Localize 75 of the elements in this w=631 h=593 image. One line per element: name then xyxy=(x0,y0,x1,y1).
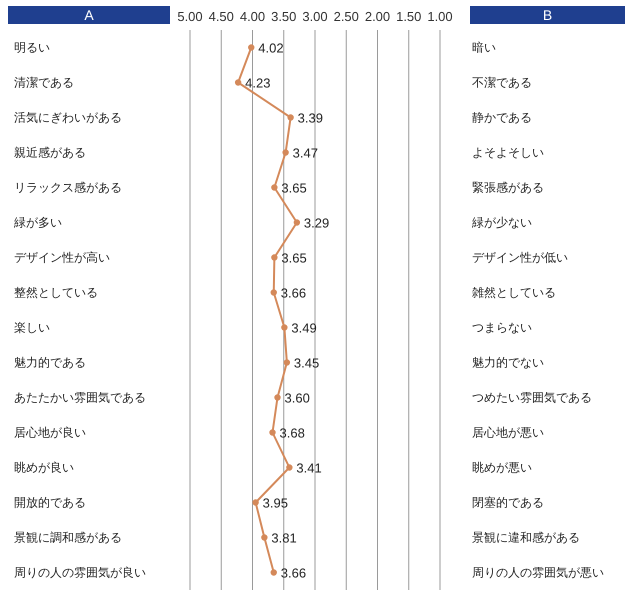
y2-tick-label: 魅力的でない xyxy=(472,356,544,370)
y-tick-label: 整然としている xyxy=(14,286,98,300)
point xyxy=(269,429,276,436)
point xyxy=(294,219,300,226)
point xyxy=(274,394,281,401)
data-label: 3.66 xyxy=(280,566,306,580)
y2-tick-label: 居心地が悪い xyxy=(472,426,544,440)
point xyxy=(234,79,242,86)
y-tick-label: あたたかい雰囲気である xyxy=(14,390,146,404)
y2-tick-label: 緊張感がある xyxy=(472,180,544,194)
point xyxy=(287,114,294,121)
y2-tick-label: つめたい雰囲気である xyxy=(472,390,592,404)
x-tick-label: 2.50 xyxy=(334,9,359,24)
header: B xyxy=(470,6,625,24)
y2-tick-label: 不潔である xyxy=(472,76,532,90)
data-label: 3.95 xyxy=(262,496,288,510)
y-tick-label: 清潔である xyxy=(14,76,74,90)
point xyxy=(281,324,288,331)
data-label: 3.49 xyxy=(291,320,317,336)
data-label: 3.45 xyxy=(294,356,320,370)
y-tick-label: 周りの人の雰囲気が良い xyxy=(14,566,146,580)
data-label: 3.68 xyxy=(280,426,305,440)
y2-tick-label: 暗い xyxy=(472,40,496,54)
point xyxy=(261,534,268,541)
y-tick-label: 明るい xyxy=(14,40,50,54)
point xyxy=(271,184,278,191)
point xyxy=(284,359,290,366)
point xyxy=(282,149,289,156)
y-tick-label: 景観に調和感がある xyxy=(14,530,122,544)
x-tick-label: 4.50 xyxy=(208,9,234,24)
data-label: 4.02 xyxy=(258,40,284,56)
data-label: 3.41 xyxy=(296,460,322,476)
data-label: 4.23 xyxy=(245,76,270,90)
x-tick-label: 2.00 xyxy=(364,9,390,24)
y2-tick-label: 緑が少ない xyxy=(471,216,532,230)
data-label: 3.81 xyxy=(271,530,297,546)
y2-tick-label: デザイン性が低い xyxy=(472,250,568,264)
x-tick-label: 3.00 xyxy=(302,9,328,24)
y-tick-label: 緑が多い xyxy=(13,216,62,230)
y2-tick-label: 静かである xyxy=(472,110,532,124)
y-tick-label: 親近感がある xyxy=(14,146,86,160)
data-label: 3.29 xyxy=(304,216,330,230)
data-label: 3.66 xyxy=(280,286,306,300)
y2-tick-label: つまらない xyxy=(472,320,532,334)
y2-tick-label: 眺めが悪い xyxy=(472,460,532,474)
y-tick-label: 楽しい xyxy=(14,320,50,334)
header: A xyxy=(8,6,170,24)
point xyxy=(271,254,278,261)
point xyxy=(270,289,277,296)
point xyxy=(248,44,254,51)
y-tick-label: 眺めが良い xyxy=(14,460,74,474)
y-tick-label: 活気にぎわいがある xyxy=(14,110,122,124)
x-tick-label: 4.00 xyxy=(240,9,266,24)
x-tick-label: 3.50 xyxy=(271,9,296,24)
x-tick-label: 5.00 xyxy=(177,9,203,24)
y2-tick-label: 周りの人の雰囲気が悪い xyxy=(472,566,604,580)
y-tick-label: リラックス感がある xyxy=(14,180,122,194)
y-tick-label: 魅力的である xyxy=(14,356,86,370)
y-tick-label: 開放的である xyxy=(14,496,86,510)
data-label: 3.60 xyxy=(284,390,310,406)
x-tick-label: 1.00 xyxy=(427,9,453,24)
y2-tick-label: 景観に違和感がある xyxy=(472,530,580,544)
y2-tick-label: 雑然としている xyxy=(472,286,556,300)
y-tick-label: 居心地が良い xyxy=(14,426,86,440)
data-label: 3.65 xyxy=(281,250,307,266)
point xyxy=(286,464,293,471)
data-label: 3.65 xyxy=(281,180,307,196)
point xyxy=(252,499,259,506)
y2-tick-label: 閉塞的である xyxy=(472,496,544,510)
x-tick-label: 1.50 xyxy=(396,9,422,24)
data-label: 3.39 xyxy=(298,110,323,126)
point xyxy=(270,569,277,576)
y2-tick-label: よそよそしい xyxy=(472,146,544,160)
y-tick-label: デザイン性が高い xyxy=(14,250,110,264)
data-label: 3.47 xyxy=(292,146,318,160)
